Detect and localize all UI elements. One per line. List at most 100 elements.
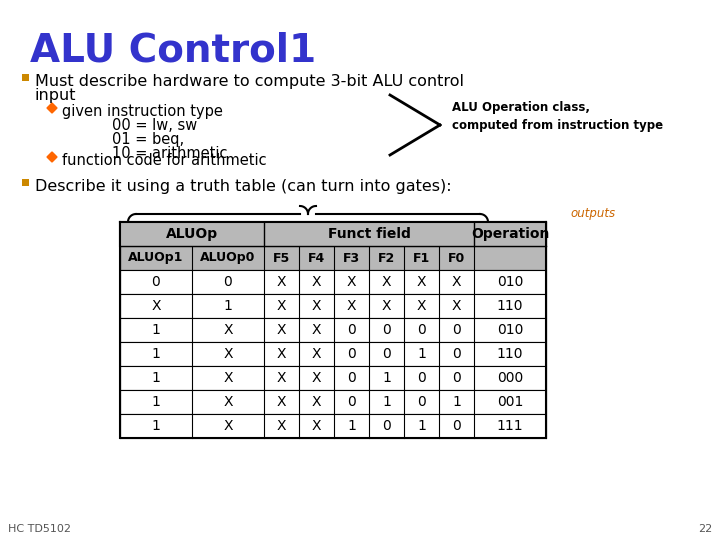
Text: X: X xyxy=(382,275,391,289)
Text: F5: F5 xyxy=(273,252,290,265)
Text: 1: 1 xyxy=(382,395,391,409)
Text: 1: 1 xyxy=(382,371,391,385)
Text: 1: 1 xyxy=(152,323,161,337)
Text: 0: 0 xyxy=(452,419,461,433)
Text: X: X xyxy=(151,299,161,313)
Text: X: X xyxy=(312,275,321,289)
Bar xyxy=(120,246,546,270)
Text: X: X xyxy=(312,371,321,385)
Text: F1: F1 xyxy=(413,252,430,265)
Text: Describe it using a truth table (can turn into gates):: Describe it using a truth table (can tur… xyxy=(35,179,451,194)
Text: F2: F2 xyxy=(378,252,395,265)
Text: 010: 010 xyxy=(497,323,523,337)
Bar xyxy=(22,179,29,186)
Text: 010: 010 xyxy=(497,275,523,289)
Text: X: X xyxy=(312,347,321,361)
Text: 1: 1 xyxy=(347,419,356,433)
Bar xyxy=(120,222,546,438)
Bar xyxy=(474,222,546,246)
Text: F4: F4 xyxy=(308,252,325,265)
Text: outputs: outputs xyxy=(570,207,615,220)
Text: 01 = beq,: 01 = beq, xyxy=(112,132,184,147)
Bar xyxy=(120,390,546,414)
Text: X: X xyxy=(223,347,233,361)
Text: 110: 110 xyxy=(497,347,523,361)
Text: F3: F3 xyxy=(343,252,360,265)
Text: X: X xyxy=(451,275,462,289)
Text: X: X xyxy=(276,371,287,385)
Text: 111: 111 xyxy=(497,419,523,433)
Text: X: X xyxy=(276,323,287,337)
Text: X: X xyxy=(347,299,356,313)
Text: HC TD5102: HC TD5102 xyxy=(8,524,71,534)
Text: X: X xyxy=(347,275,356,289)
Text: X: X xyxy=(223,371,233,385)
Text: 0: 0 xyxy=(347,323,356,337)
Bar xyxy=(120,318,546,342)
Text: 0: 0 xyxy=(347,395,356,409)
Text: 0: 0 xyxy=(382,323,391,337)
Text: 1: 1 xyxy=(152,347,161,361)
Text: 1: 1 xyxy=(417,347,426,361)
Text: 1: 1 xyxy=(224,299,233,313)
Text: 22: 22 xyxy=(698,524,712,534)
Bar xyxy=(120,366,546,390)
Bar xyxy=(120,270,546,294)
Text: X: X xyxy=(417,299,426,313)
Text: 10 = arithmetic: 10 = arithmetic xyxy=(112,146,228,161)
Bar xyxy=(120,222,264,246)
Text: ALUOp: ALUOp xyxy=(166,227,218,241)
Text: 000: 000 xyxy=(497,371,523,385)
Text: X: X xyxy=(312,299,321,313)
Text: X: X xyxy=(223,395,233,409)
Text: 0: 0 xyxy=(417,371,426,385)
Text: 0: 0 xyxy=(417,323,426,337)
Text: 0: 0 xyxy=(452,371,461,385)
Text: 0: 0 xyxy=(382,347,391,361)
Bar xyxy=(120,342,546,366)
Text: 1: 1 xyxy=(452,395,461,409)
Text: ALUOp1: ALUOp1 xyxy=(128,252,184,265)
Text: F0: F0 xyxy=(448,252,465,265)
Text: X: X xyxy=(417,275,426,289)
Text: 0: 0 xyxy=(347,371,356,385)
Text: 0: 0 xyxy=(452,347,461,361)
Polygon shape xyxy=(47,103,57,113)
Text: X: X xyxy=(312,323,321,337)
Text: 00 = lw, sw: 00 = lw, sw xyxy=(112,118,197,133)
Text: 0: 0 xyxy=(382,419,391,433)
Text: X: X xyxy=(312,395,321,409)
Text: 001: 001 xyxy=(497,395,523,409)
Text: 0: 0 xyxy=(224,275,233,289)
Text: X: X xyxy=(382,299,391,313)
Bar xyxy=(22,74,29,81)
Text: Funct field: Funct field xyxy=(328,227,410,241)
Text: 1: 1 xyxy=(152,419,161,433)
Text: ALUOp0: ALUOp0 xyxy=(200,252,256,265)
Polygon shape xyxy=(47,152,57,162)
Text: X: X xyxy=(312,419,321,433)
Bar xyxy=(120,414,546,438)
Text: ALU Operation class,
computed from instruction type: ALU Operation class, computed from instr… xyxy=(452,102,663,132)
Bar xyxy=(264,222,474,246)
Text: 1: 1 xyxy=(417,419,426,433)
Text: X: X xyxy=(276,275,287,289)
Bar xyxy=(120,294,546,318)
Text: 110: 110 xyxy=(497,299,523,313)
Text: Must describe hardware to compute 3-bit ALU control: Must describe hardware to compute 3-bit … xyxy=(35,74,464,89)
Text: 0: 0 xyxy=(417,395,426,409)
Text: 0: 0 xyxy=(152,275,161,289)
Text: function code for arithmetic: function code for arithmetic xyxy=(62,153,266,168)
Text: X: X xyxy=(223,323,233,337)
Bar xyxy=(120,222,546,246)
Text: X: X xyxy=(276,419,287,433)
Text: 0: 0 xyxy=(452,323,461,337)
Text: X: X xyxy=(223,419,233,433)
Text: 1: 1 xyxy=(152,395,161,409)
Text: given instruction type: given instruction type xyxy=(62,104,223,119)
Text: ALU Control1: ALU Control1 xyxy=(30,32,316,70)
Text: input: input xyxy=(35,88,76,103)
Text: X: X xyxy=(276,347,287,361)
Text: 0: 0 xyxy=(347,347,356,361)
Text: X: X xyxy=(276,299,287,313)
